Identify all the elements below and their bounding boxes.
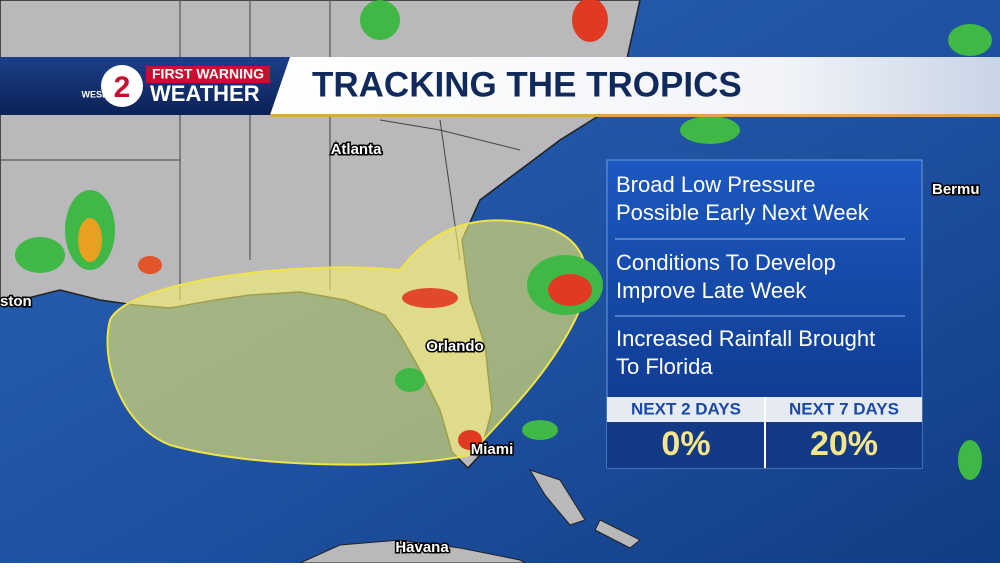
chance-value: 20%	[810, 425, 878, 463]
chance-label: NEXT 2 DAYS	[631, 399, 741, 418]
radar	[15, 0, 992, 480]
note-line: Possible Early Next Week	[616, 200, 870, 225]
title: TRACKING THE TROPICS	[312, 65, 742, 104]
logo-weather: WEATHER	[150, 81, 260, 106]
city-label: Bermu	[932, 181, 980, 198]
city-label: Atlanta	[331, 141, 382, 158]
city-label: Havana	[395, 539, 449, 556]
logo-first-warning: FIRST WARNING	[152, 66, 264, 82]
chance-label: NEXT 7 DAYS	[789, 399, 899, 418]
note-line: To Florida	[616, 354, 713, 379]
title-rule	[270, 114, 1000, 117]
title-bar	[270, 57, 1000, 115]
city-label: Miami	[471, 441, 514, 458]
note-line: Improve Late Week	[616, 278, 807, 303]
note-line: Conditions To Develop	[616, 250, 836, 275]
city-label: Orlando	[426, 338, 484, 355]
note-line: Increased Rainfall Brought	[616, 326, 875, 351]
bahamas	[528, 469, 641, 549]
note-line: Broad Low Pressure	[616, 172, 815, 197]
borders	[0, 0, 521, 300]
logo-badge	[101, 65, 143, 107]
city-label: ston	[0, 293, 32, 310]
logo-channel: 2	[114, 71, 131, 104]
logo-station: WESH	[82, 89, 109, 99]
chance-value: 0%	[661, 425, 710, 463]
logo-banner	[146, 66, 270, 83]
development-area	[106, 219, 588, 466]
